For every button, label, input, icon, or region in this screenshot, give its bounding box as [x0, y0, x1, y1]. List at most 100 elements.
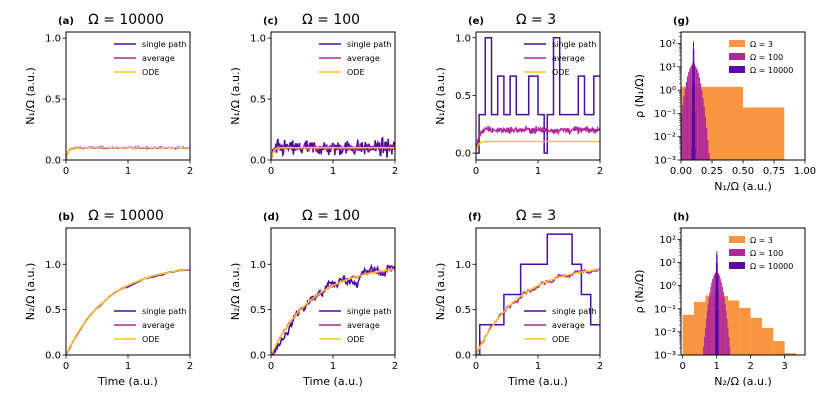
axes-frame	[65, 31, 191, 161]
hist-bar	[720, 279, 722, 355]
legend-label: Ω = 100	[750, 53, 783, 62]
y-axis-label: N₁/Ω (a.u.)	[24, 67, 37, 125]
panel-title: Ω = 100	[302, 12, 360, 28]
x-tick-label: 2	[392, 361, 398, 372]
legend: single path average ODE	[524, 307, 596, 344]
hist-bar	[743, 107, 785, 160]
panel-h: 0 1 2 3 10⁻³ 10⁻² 10⁻¹ 10⁰ 10¹ 10² (h) ρ (N₂/Ω) N₂/Ω…	[633, 212, 806, 388]
hist-bar	[685, 82, 687, 160]
legend-label: ODE	[142, 335, 160, 344]
single-path-line	[271, 263, 395, 355]
hist-bar	[784, 353, 796, 355]
hist-bar	[704, 116, 707, 160]
y-axis-label: ρ (N₁/Ω)	[633, 74, 646, 118]
x-tick-label: 1	[330, 361, 336, 372]
axes-frame	[270, 227, 396, 356]
x-axis-label: N₁/Ω (a.u.)	[714, 180, 772, 193]
x-tick-label: 1.00	[794, 166, 816, 177]
y-tick-label: 0.0	[455, 351, 471, 362]
x-tick-label: 1	[125, 361, 131, 372]
legend-label: ODE	[552, 335, 570, 344]
plot-area	[271, 136, 395, 160]
hist-bar	[750, 318, 762, 355]
single-path-line	[476, 37, 600, 154]
x-tick-label: 2	[597, 166, 603, 177]
hist-bar	[739, 307, 751, 355]
hist-bar	[681, 114, 683, 160]
y-tick-label: 1.0	[250, 260, 266, 271]
panel-label: (b)	[58, 212, 74, 223]
y-tick-label: 0.5	[250, 95, 266, 106]
x-tick-label: 2	[597, 361, 603, 372]
plot-area	[66, 268, 190, 355]
legend-label: Ω = 10000	[750, 66, 793, 75]
y-tick-label: 10²	[659, 39, 676, 50]
hist-bar	[701, 86, 743, 160]
x-axis-label: Time (a.u.)	[507, 375, 568, 388]
hist-bar	[697, 72, 699, 160]
hist-bar	[703, 346, 704, 355]
x-tick-label: 1	[535, 361, 541, 372]
hist-bar	[712, 279, 714, 355]
legend-swatch	[729, 66, 745, 73]
panel-title: Ω = 10000	[88, 12, 164, 28]
y-axis-label: N₂/Ω (a.u.)	[434, 263, 447, 321]
hist-bar	[717, 309, 719, 355]
legend-label: ODE	[347, 335, 365, 344]
hist-bar	[703, 107, 705, 160]
y-axis-label: N₁/Ω (a.u.)	[434, 67, 447, 125]
hist-bar	[724, 304, 726, 355]
hist-bar	[682, 314, 695, 355]
hist-bar	[725, 311, 727, 355]
legend-label: Ω = 100	[750, 249, 783, 258]
hist-bar	[713, 274, 715, 355]
y-tick-label: 1.0	[45, 260, 61, 271]
panel-d: 0 1 2 0.0 0.5 1.0 (d) Ω = 100 N₂/Ω (a.u.) Time (a…	[229, 208, 398, 388]
legend-label: average	[142, 54, 175, 63]
panel-c: 0 1 2 0.0 0.5 1.0 (c) Ω = 100 N₁/Ω (a.u.) single …	[229, 12, 398, 177]
y-tick-label: 0.0	[250, 351, 266, 362]
ode-line	[476, 140, 600, 154]
legend-label: average	[347, 54, 380, 63]
y-tick-label: 1.0	[455, 33, 471, 44]
hist-bar	[708, 297, 710, 355]
y-tick-label: 1.0	[250, 34, 266, 45]
y-tick-label: 1.0	[455, 260, 471, 271]
legend-swatch	[729, 236, 745, 243]
hist-bar	[728, 336, 730, 355]
average-line	[66, 146, 190, 160]
panel-title: Ω = 3	[516, 12, 556, 28]
legend-label: single path	[142, 40, 186, 49]
x-tick-label: 0	[63, 166, 69, 177]
y-tick-label: 10⁻²	[654, 132, 676, 143]
hist-bar	[721, 282, 723, 355]
legend-swatch	[729, 262, 745, 269]
hist-bar	[684, 88, 686, 160]
axes-frame	[680, 227, 806, 356]
hist-bar	[691, 111, 693, 160]
hist-bar	[723, 297, 725, 355]
legend: single path average ODE	[114, 40, 186, 77]
x-tick-label: 1	[713, 361, 719, 372]
plot-area	[476, 37, 600, 154]
x-tick-label: 0	[63, 361, 69, 372]
x-tick-label: 0	[473, 361, 479, 372]
legend-swatch	[729, 53, 745, 60]
hist-bar	[694, 146, 696, 160]
plot-area	[271, 263, 395, 355]
x-tick-label: 0.00	[670, 166, 692, 177]
hist-bar	[689, 68, 691, 160]
legend-swatch	[729, 249, 745, 256]
legend: Ω = 3 Ω = 100 Ω = 10000	[729, 236, 793, 271]
y-tick-label: 0.5	[45, 305, 61, 316]
hist-bar	[690, 65, 692, 160]
y-axis-label: N₁/Ω (a.u.)	[229, 67, 242, 125]
x-tick-label: 0.50	[732, 166, 754, 177]
legend-label: single path	[552, 307, 596, 316]
y-tick-label: 0.0	[250, 156, 266, 167]
y-tick-label: 10¹	[659, 62, 676, 73]
legend-label: ODE	[142, 68, 160, 77]
ode-line	[66, 147, 190, 160]
hist-bar	[719, 276, 721, 355]
